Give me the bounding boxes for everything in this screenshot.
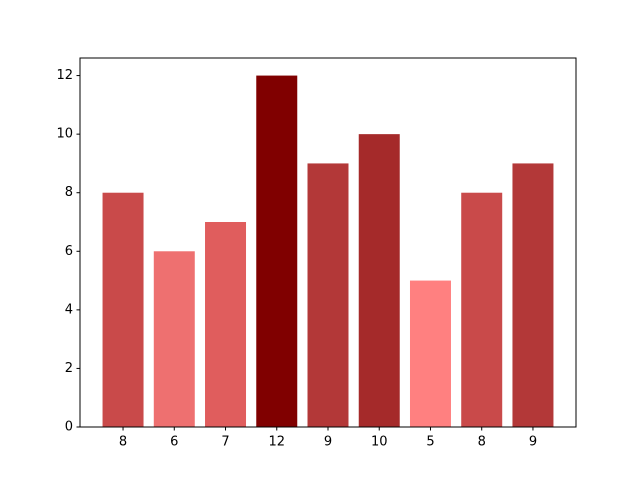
bar — [153, 251, 195, 427]
bar — [102, 192, 144, 427]
bar — [256, 75, 298, 428]
y-tick-label: 8 — [65, 185, 73, 200]
y-tick-label: 6 — [65, 244, 73, 259]
x-tick-label: 6 — [170, 435, 178, 450]
bar — [512, 163, 554, 427]
bar — [205, 222, 247, 427]
y-tick-label: 12 — [56, 68, 73, 83]
bar — [409, 280, 451, 427]
x-tick-label: 7 — [221, 435, 229, 450]
x-tick-label: 10 — [371, 435, 388, 450]
x-tick-label: 8 — [478, 435, 486, 450]
x-tick-label: 8 — [119, 435, 127, 450]
y-tick-label: 4 — [65, 302, 73, 317]
x-tick-label: 9 — [324, 435, 332, 450]
bar — [461, 192, 503, 427]
bar — [307, 163, 349, 427]
y-tick-label: 0 — [65, 420, 73, 435]
x-tick-label: 5 — [426, 435, 434, 450]
axes-frame — [79, 57, 577, 428]
x-tick-label: 9 — [529, 435, 537, 450]
y-tick-label: 2 — [65, 361, 73, 376]
bar — [358, 134, 400, 427]
x-tick-label: 12 — [268, 435, 285, 450]
y-tick-label: 10 — [56, 127, 73, 142]
